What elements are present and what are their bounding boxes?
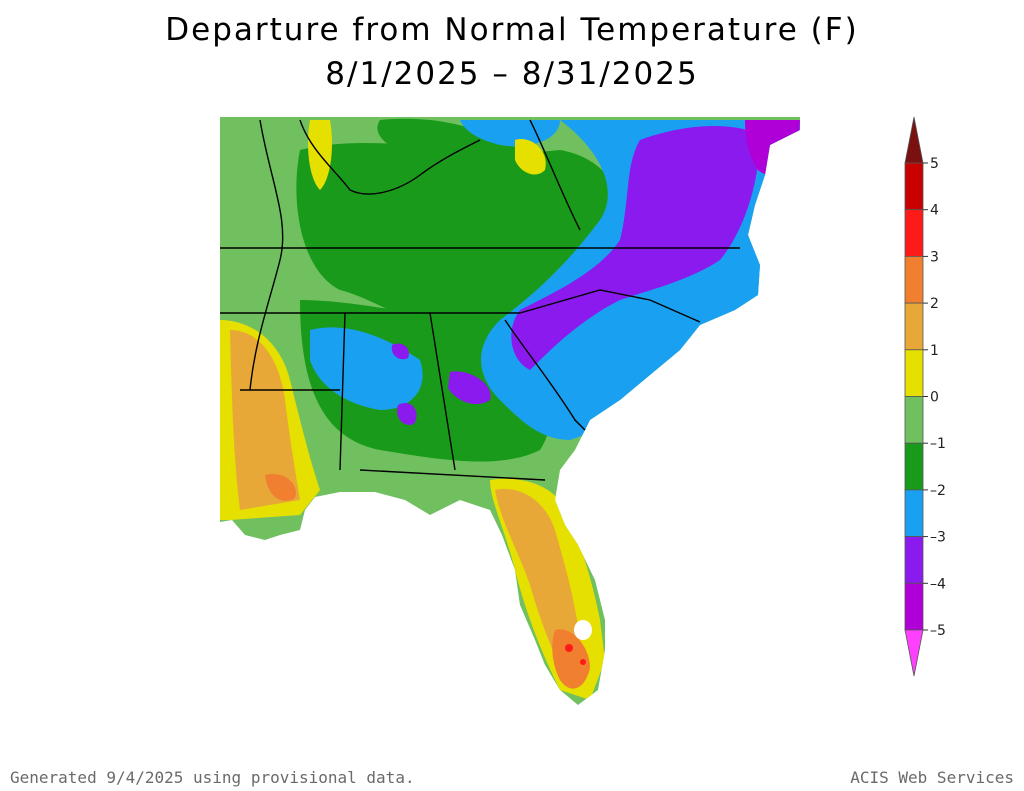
legend-bin bbox=[904, 302, 924, 351]
legend-bin-top-arrow bbox=[904, 116, 924, 164]
legend-tick-label: –5 bbox=[930, 623, 946, 639]
legend-tick-label: 0 bbox=[930, 390, 939, 406]
field-red-spot-1 bbox=[565, 644, 573, 652]
state-boundaries bbox=[220, 119, 740, 481]
legend-bin bbox=[904, 349, 924, 397]
generated-note: Generated 9/4/2025 using provisional dat… bbox=[10, 768, 415, 787]
map-title: Departure from Normal Temperature (F) bbox=[165, 12, 859, 48]
field-orange-louisiana bbox=[230, 330, 300, 510]
legend-tick-label: 3 bbox=[930, 249, 939, 265]
field-blue-wv bbox=[460, 120, 560, 147]
legend-bin-bottom-arrow bbox=[904, 629, 924, 677]
date-range: 8/1/2025 – 8/31/2025 bbox=[325, 56, 699, 92]
legend-tick-label: –4 bbox=[930, 576, 946, 592]
legend-bin bbox=[904, 255, 924, 304]
border-wv-va bbox=[529, 119, 581, 231]
legend-tick-label: 1 bbox=[930, 343, 939, 359]
field-yellow-kentucky bbox=[515, 139, 546, 175]
field-darkorange-gulf bbox=[265, 474, 296, 501]
legend-bin bbox=[904, 162, 924, 211]
legend-tick-label: 4 bbox=[930, 203, 939, 219]
legend-tick-label: –1 bbox=[930, 436, 946, 452]
legend-bin bbox=[904, 536, 924, 584]
border-mississippi-river bbox=[249, 119, 284, 391]
credit-text: ACIS Web Services bbox=[850, 768, 1014, 787]
border-ga-sc bbox=[504, 319, 586, 431]
border-ms-al bbox=[339, 312, 346, 471]
field-darkorange-sfl bbox=[552, 629, 590, 689]
field-purple-spot-2 bbox=[397, 402, 417, 425]
border-fl-ga-al bbox=[359, 469, 546, 481]
legend-tick-label: 2 bbox=[930, 296, 939, 312]
border-al-ga bbox=[429, 312, 456, 471]
border-ohio-river bbox=[299, 119, 481, 195]
legend-bin bbox=[904, 489, 924, 537]
field-purple-spot-1 bbox=[391, 343, 409, 360]
legend-bin bbox=[904, 209, 924, 257]
legend-tick-label: –2 bbox=[930, 483, 946, 499]
lake-okeechobee bbox=[574, 620, 592, 640]
border-nc-sc bbox=[519, 289, 701, 323]
field-green-ohio bbox=[377, 118, 520, 167]
legend-bin bbox=[904, 442, 924, 491]
legend-bin bbox=[904, 396, 924, 444]
field-purple-georgia bbox=[448, 371, 491, 405]
legend-tick-label: –3 bbox=[930, 530, 946, 546]
legend-tick-label: 5 bbox=[930, 156, 939, 172]
legend-bin bbox=[904, 582, 924, 631]
field-green-north bbox=[296, 142, 621, 331]
field-red-spot-2 bbox=[580, 659, 586, 665]
